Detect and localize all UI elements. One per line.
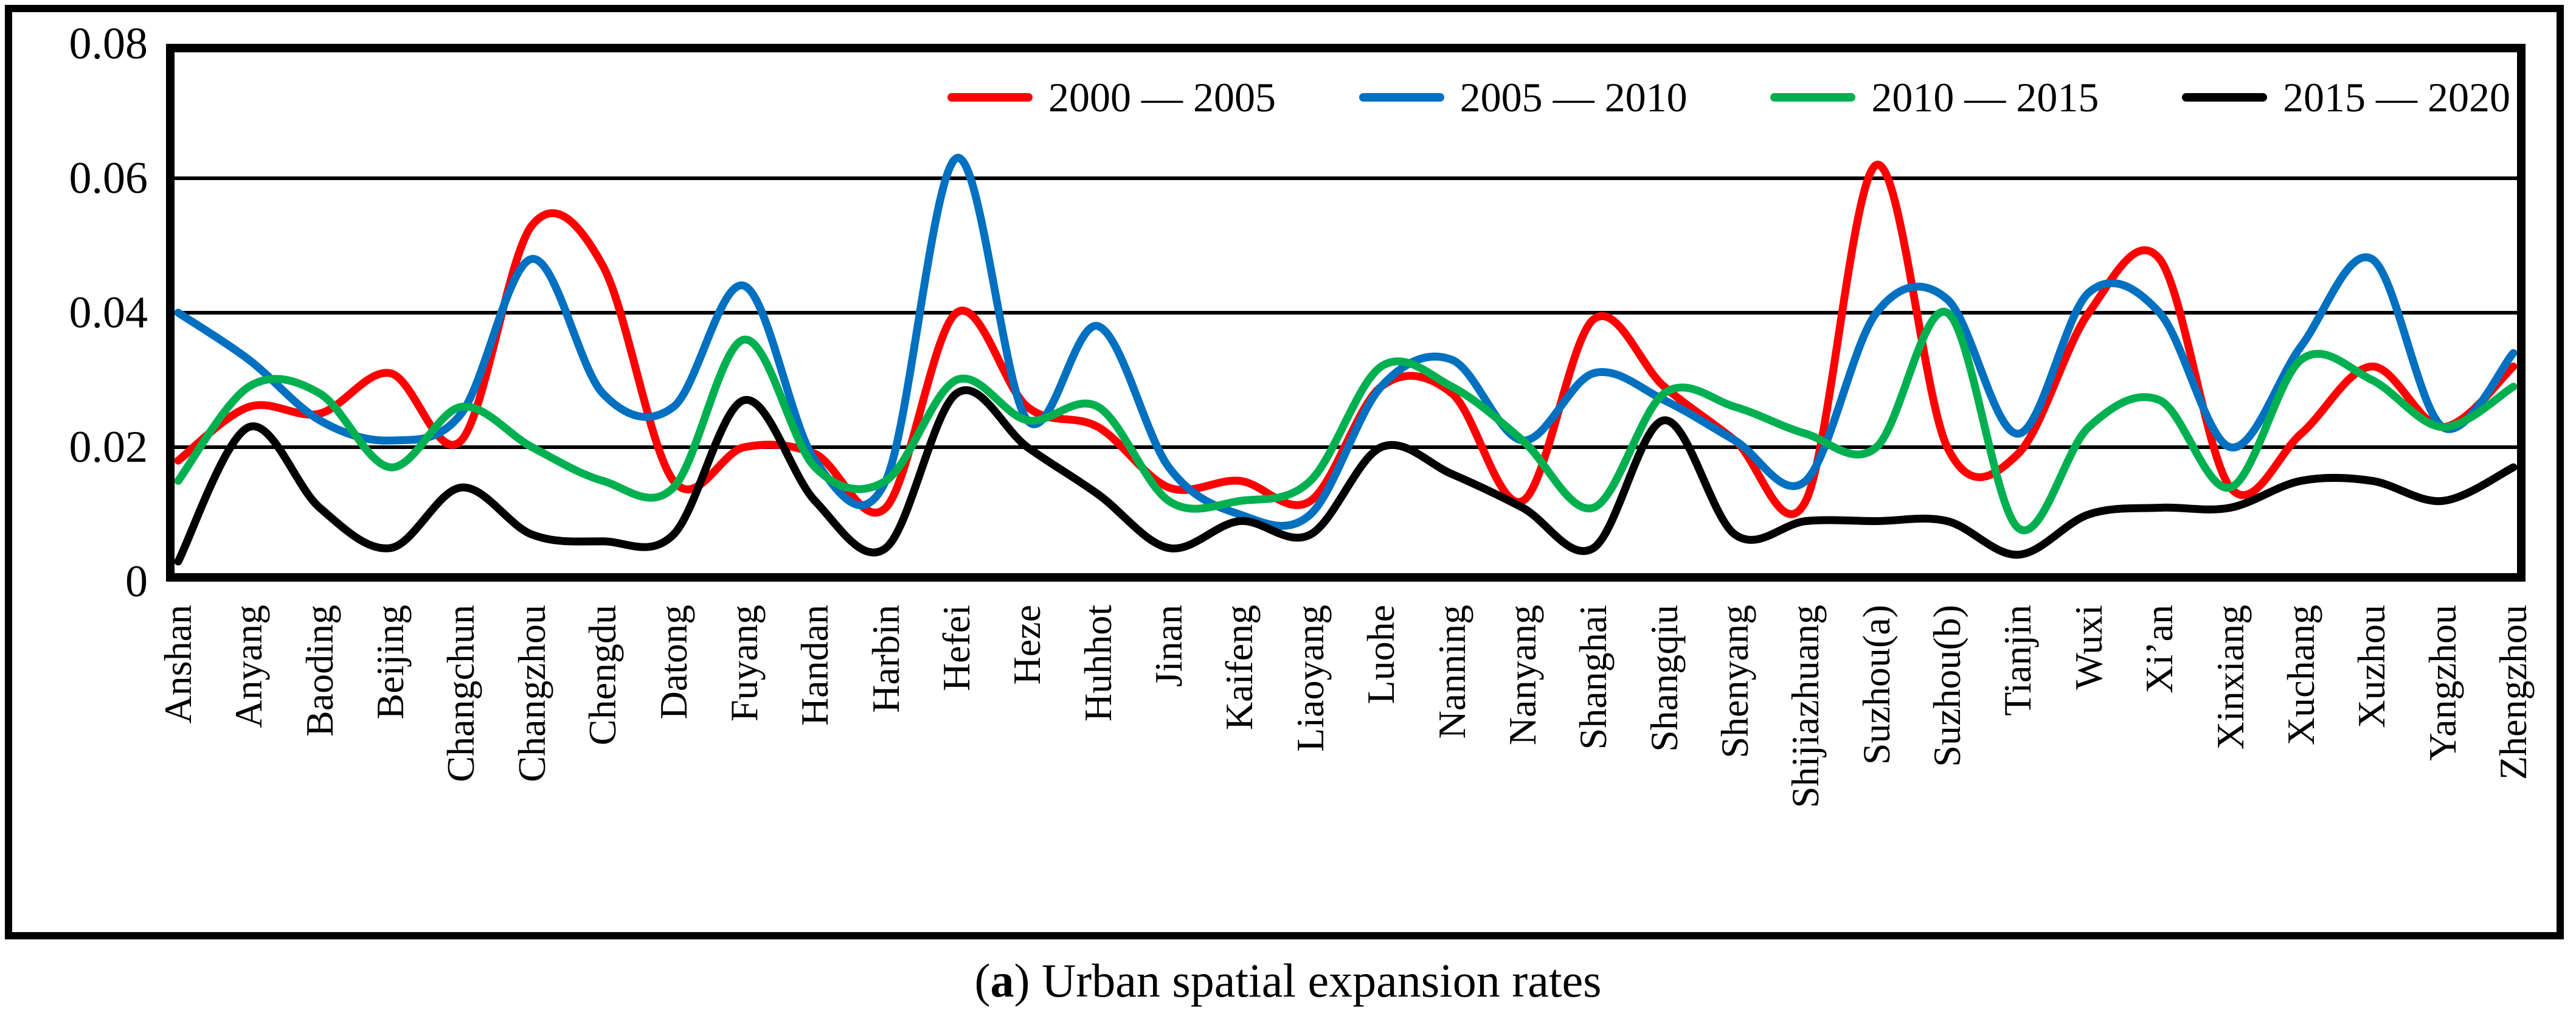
x-tick-label: Nanning — [1430, 605, 1473, 739]
x-tick-label: Baoding — [297, 605, 341, 737]
x-tick-label: Xi’an — [2138, 605, 2181, 694]
x-tick-label: Fuyang — [722, 605, 766, 722]
legend-item: 2010 — 2015 — [1770, 73, 2099, 122]
y-axis: 0 0.02 0.04 0.06 0.08 — [9, 19, 148, 607]
y-tick-label: 0.04 — [69, 288, 148, 338]
legend-line-swatch — [2181, 93, 2267, 102]
plot-area: 2000 — 2005 2005 — 2010 2010 — 2015 2015 — … — [166, 44, 2526, 582]
x-tick-label: Changchun — [439, 605, 483, 782]
figure-border — [5, 5, 2564, 939]
x-tick-label: Huhhot — [1076, 605, 1120, 722]
legend-label: 2015 — 2020 — [2282, 74, 2510, 120]
figure-caption: (a) Urban spatial expansion rates — [0, 953, 2576, 1009]
x-tick-label: Zhengzhou — [2491, 605, 2535, 780]
y-tick-label: 0.08 — [69, 19, 148, 69]
caption-paren-open: ( — [974, 954, 991, 1007]
x-tick-label: Shijiazhuang — [1784, 605, 1827, 809]
x-tick-label: Tianjin — [1996, 605, 2040, 716]
x-axis: Anshan Anyang Baoding Beijing Changchun Chang… — [156, 605, 2535, 945]
x-tick-label: Wuxi — [2066, 605, 2110, 690]
x-tick-label: Nanyang — [1500, 605, 1544, 746]
chart-legend: 2000 — 2005 2005 — 2010 2010 — 2015 2015 — … — [947, 73, 2510, 122]
x-tick-label: Shenyang — [1713, 605, 1756, 759]
caption-paren-close: ) — [1014, 954, 1030, 1007]
y-tick-label: 0.06 — [69, 153, 148, 203]
legend-item: 2005 — 2010 — [1359, 73, 1688, 122]
legend-label: 2005 — 2010 — [1459, 74, 1688, 120]
caption-panel-letter: a — [990, 954, 1014, 1007]
x-tick-label: Xuzhou — [2350, 605, 2394, 728]
x-tick-label: Heze — [1005, 605, 1049, 685]
x-tick-label: Handan — [793, 605, 837, 726]
y-tick-label: 0.02 — [69, 422, 148, 472]
x-tick-label: Kaifeng — [1217, 605, 1261, 731]
x-tick-label: Xuchang — [2279, 605, 2322, 746]
x-tick-label: Harbin — [864, 605, 907, 713]
x-tick-label: Shangqiu — [1642, 605, 1686, 752]
x-tick-label: Suzhou(b) — [1925, 605, 1969, 767]
x-tick-label: Chengdu — [581, 605, 625, 746]
x-tick-label: Shanghai — [1571, 605, 1615, 750]
x-tick-label: Changzhou — [510, 605, 553, 782]
x-tick-label: Hefei — [935, 605, 978, 692]
series-line-0 — [174, 161, 2518, 518]
x-tick-label: Liaoyang — [1288, 605, 1332, 752]
plot-border — [166, 44, 2526, 582]
x-tick-label: Beijing — [369, 605, 412, 720]
x-tick-label: Jinan — [1147, 605, 1191, 688]
series-line-2 — [174, 308, 2518, 534]
x-tick-label: Datong — [651, 605, 695, 720]
caption-text: Urban spatial expansion rates — [1030, 954, 1602, 1007]
line-chart — [166, 44, 2526, 582]
x-tick-label: Anshan — [156, 605, 199, 724]
legend-label: 2010 — 2015 — [1871, 74, 2099, 120]
legend-item: 2015 — 2020 — [2181, 73, 2510, 122]
x-tick-label: Yangzhou — [2420, 605, 2464, 761]
x-tick-label: Xinxiang — [2208, 605, 2252, 750]
legend-line-swatch — [1770, 93, 1856, 102]
legend-line-swatch — [1359, 93, 1444, 102]
y-tick-label: 0 — [125, 557, 148, 607]
series-line-3 — [174, 386, 2518, 566]
x-tick-label: Suzhou(a) — [1854, 605, 1898, 765]
legend-line-swatch — [947, 93, 1033, 102]
x-tick-label: Luohe — [1359, 605, 1403, 705]
series-line-1 — [174, 154, 2518, 530]
x-tick-label: Anyang — [227, 605, 271, 728]
legend-item: 2000 — 2005 — [947, 73, 1276, 122]
legend-label: 2000 — 2005 — [1048, 74, 1276, 120]
